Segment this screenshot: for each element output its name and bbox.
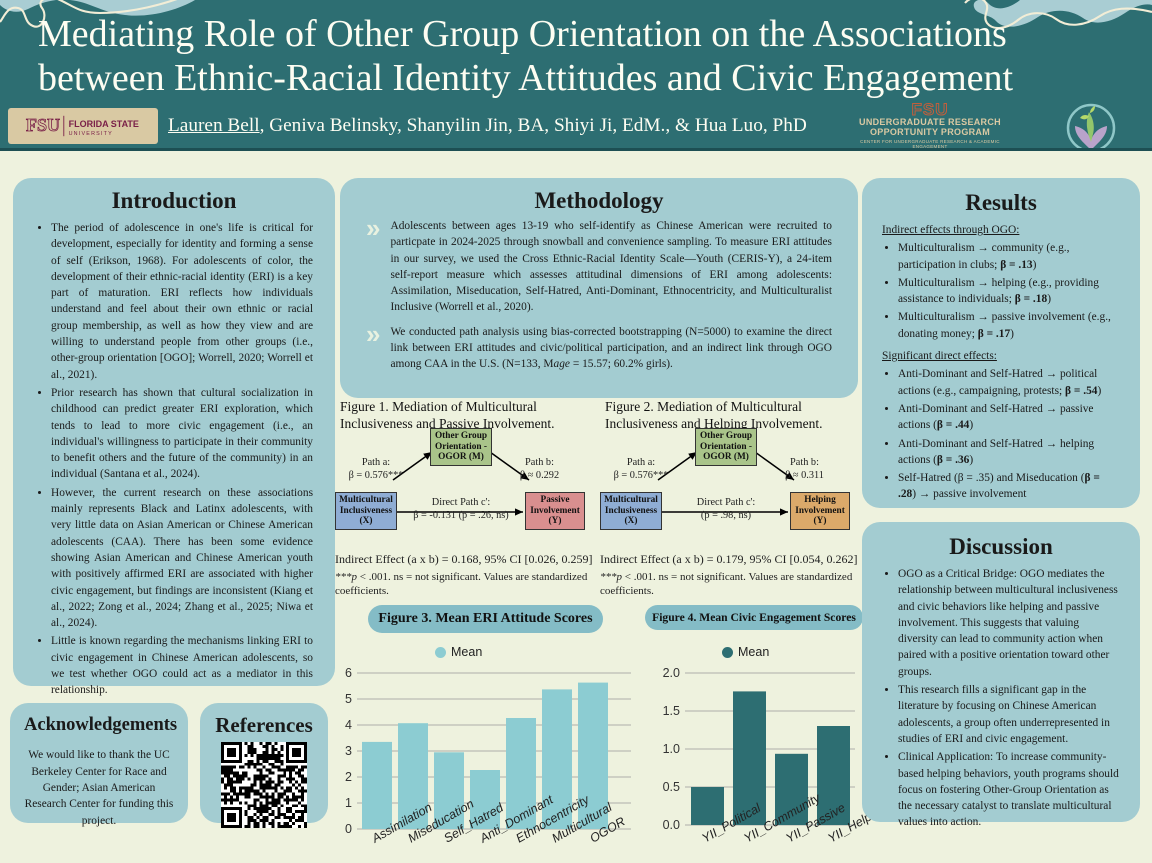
svg-text:0.5: 0.5 bbox=[663, 780, 680, 794]
svg-text:FSU: FSU bbox=[26, 115, 60, 135]
svg-text:1.5: 1.5 bbox=[663, 704, 680, 718]
svg-text:1: 1 bbox=[345, 796, 352, 810]
svg-text:2: 2 bbox=[345, 770, 352, 784]
svg-text:UNIVERSITY: UNIVERSITY bbox=[69, 131, 113, 137]
svg-text:2.0: 2.0 bbox=[663, 668, 680, 680]
svg-text:1.0: 1.0 bbox=[663, 742, 680, 756]
svg-text:5: 5 bbox=[345, 692, 352, 706]
svg-text:3: 3 bbox=[345, 744, 352, 758]
svg-text:4: 4 bbox=[345, 718, 352, 732]
svg-text:FLORIDA STATE: FLORIDA STATE bbox=[69, 119, 139, 129]
svg-text:6: 6 bbox=[345, 668, 352, 680]
svg-text:0.0: 0.0 bbox=[663, 818, 680, 832]
